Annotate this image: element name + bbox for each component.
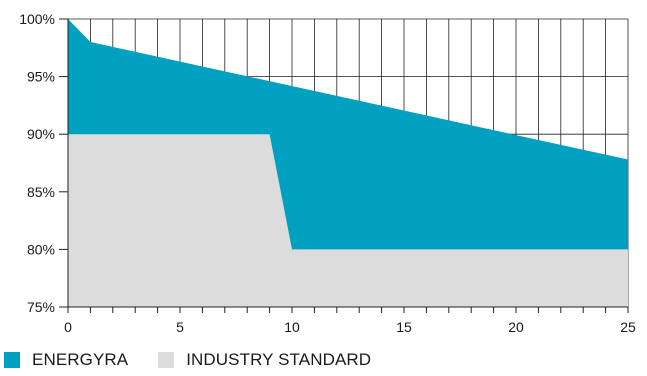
y-tick-label: 100% (19, 11, 55, 27)
y-tick-label: 85% (27, 184, 55, 200)
legend: ENERGYRA INDUSTRY STANDARD (4, 350, 401, 370)
legend-swatch-industry-standard (158, 352, 175, 368)
warranty-chart: 75% 80% 85% 90% 95% 100% 0 5 10 15 20 25 (19, 11, 636, 335)
y-tick-label: 75% (27, 299, 55, 315)
legend-item-industry-standard: INDUSTRY STANDARD (158, 350, 371, 370)
x-tick-label: 25 (620, 319, 636, 335)
y-tick-label: 95% (27, 69, 55, 85)
y-tick-label: 90% (27, 126, 55, 142)
x-tick-label: 10 (284, 319, 300, 335)
x-tick-label: 15 (396, 319, 412, 335)
legend-label-energyra: ENERGYRA (32, 350, 129, 369)
x-tick-label: 20 (508, 319, 524, 335)
legend-item-energyra: ENERGYRA (4, 350, 128, 370)
x-tick-label: 0 (64, 319, 72, 335)
legend-swatch-energyra (4, 352, 20, 368)
legend-label-industry-standard: INDUSTRY STANDARD (186, 350, 372, 369)
area-industry-standard (68, 134, 628, 307)
y-tick-label: 80% (27, 241, 55, 257)
x-tick-label: 5 (176, 319, 184, 335)
